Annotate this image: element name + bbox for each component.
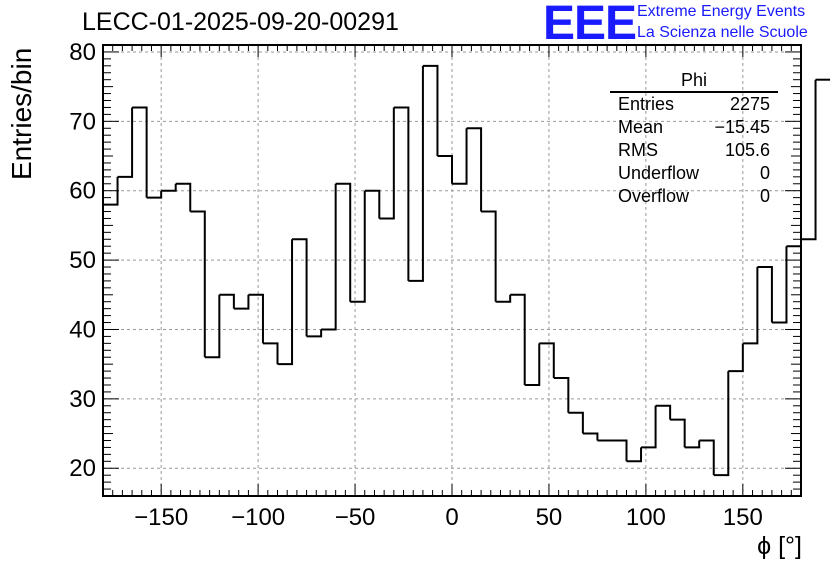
stats-label: Overflow xyxy=(618,186,690,206)
histogram-bin xyxy=(422,64,439,157)
stats-label: Underflow xyxy=(618,163,700,183)
histogram-bin xyxy=(190,210,206,358)
chart-title: LECC-01-2025-09-20-00291 xyxy=(82,8,399,36)
histogram-bin xyxy=(306,329,323,338)
histogram-bin xyxy=(553,377,570,413)
histogram-bin xyxy=(742,267,759,345)
y-tick-label: 40 xyxy=(69,316,96,343)
x-tick-label: 150 xyxy=(723,504,763,531)
histogram-bin xyxy=(684,440,701,449)
y-tick-label: 50 xyxy=(69,247,96,274)
x-tick-label: −150 xyxy=(134,504,188,531)
stats-value: 0 xyxy=(759,186,770,206)
histogram-bin xyxy=(437,155,453,184)
y-tick-label: 30 xyxy=(69,386,96,413)
stats-value: 105.6 xyxy=(724,140,770,160)
histogram-bin xyxy=(146,190,163,199)
stats-value: −15.45 xyxy=(714,117,770,137)
histogram-bin xyxy=(786,239,802,248)
stats-label: Mean xyxy=(618,117,664,137)
histogram-bin xyxy=(757,266,773,323)
histogram-bin xyxy=(699,439,715,476)
x-tick-label: −50 xyxy=(335,504,376,531)
histogram-bin xyxy=(262,342,279,365)
histogram-bin xyxy=(611,439,628,462)
histogram-bin xyxy=(582,432,599,441)
histogram-bin xyxy=(219,293,235,309)
histogram-bin xyxy=(161,183,177,192)
histogram-bin xyxy=(728,343,744,373)
histogram-bin xyxy=(510,293,526,385)
stats-row-overflow: Overflow 0 xyxy=(610,185,778,208)
stats-row-underflow: Underflow 0 xyxy=(610,162,778,185)
histogram-bin xyxy=(117,107,134,178)
histogram-bin xyxy=(248,293,264,344)
histogram-bin xyxy=(670,418,686,448)
y-tick-label: 70 xyxy=(69,108,96,135)
histogram-bin xyxy=(641,405,657,449)
stats-label: RMS xyxy=(618,140,658,160)
stats-title: Phi xyxy=(610,70,778,93)
stats-value: 0 xyxy=(759,163,770,183)
histogram-bin xyxy=(350,190,366,303)
histogram-bin xyxy=(364,189,381,219)
x-axis-label: ϕ [°] xyxy=(757,532,802,560)
histogram-bin xyxy=(655,404,672,420)
stats-row-mean: Mean −15.45 xyxy=(610,116,778,139)
histogram-bin xyxy=(277,239,294,366)
histogram-bin xyxy=(713,371,730,477)
histogram-bin xyxy=(524,343,541,386)
histogram-bin xyxy=(452,128,468,185)
histogram-bin xyxy=(233,294,250,310)
histogram-bin xyxy=(321,183,337,331)
histogram-bin xyxy=(801,79,817,241)
stats-row-rms: RMS 105.6 xyxy=(610,139,778,162)
stats-row-entries: Entries 2275 xyxy=(610,93,778,116)
histogram-bin xyxy=(495,294,512,303)
y-tick-label: 80 xyxy=(69,39,96,66)
histogram-bin xyxy=(481,210,497,302)
stats-value: 2275 xyxy=(729,94,770,114)
stats-box: Phi Entries 2275 Mean −15.45 RMS 105.6 U… xyxy=(610,70,778,208)
y-tick-label: 60 xyxy=(69,178,96,205)
histogram-bin xyxy=(335,182,352,302)
eee-logo: EEE xyxy=(543,0,637,50)
histogram-bin xyxy=(132,106,148,198)
histogram-bin xyxy=(175,182,192,212)
x-tick-label: 0 xyxy=(445,504,458,531)
histogram-bin xyxy=(626,447,643,463)
histogram-bin xyxy=(204,294,221,359)
histogram-bin xyxy=(771,246,788,324)
histogram-bin xyxy=(568,411,584,434)
logo-line-1: Extreme Energy Events xyxy=(637,3,806,20)
histogram-bin xyxy=(466,127,483,212)
stats-label: Entries xyxy=(618,94,675,114)
x-tick-label: 50 xyxy=(536,504,563,531)
histogram-bin xyxy=(393,106,410,281)
logo-line-2: La Scienza nelle Scuole xyxy=(637,24,808,41)
x-tick-label: 100 xyxy=(626,504,666,531)
x-tick-label: −100 xyxy=(231,504,285,531)
y-tick-label: 20 xyxy=(69,455,96,482)
histogram-bin xyxy=(292,238,308,337)
y-axis-label: Entries/bin xyxy=(6,47,37,180)
histogram-bin xyxy=(539,342,555,379)
histogram-bin xyxy=(408,65,424,282)
histogram-bin xyxy=(379,107,395,220)
